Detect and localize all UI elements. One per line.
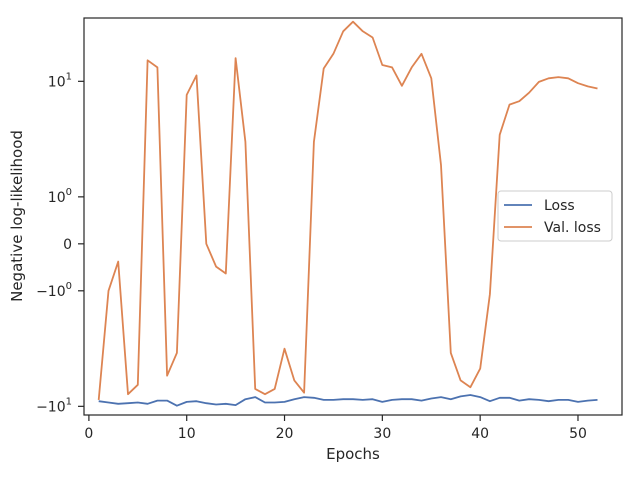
x-tick-label: 40 xyxy=(471,426,489,442)
y-axis-label: Negative log-likelihood xyxy=(8,130,26,302)
y-tick-label: 100 xyxy=(48,187,72,206)
x-axis: 0 10 20 30 40 50 xyxy=(84,415,587,442)
y-tick-label: 101 xyxy=(48,71,72,90)
x-axis-label: Epochs xyxy=(326,445,380,463)
plot-lines xyxy=(97,20,598,407)
x-tick-label: 10 xyxy=(178,426,196,442)
plot-frame xyxy=(83,17,623,416)
series-line-val-loss xyxy=(97,20,598,400)
x-tick-label: 50 xyxy=(569,426,587,442)
legend: Loss Val. loss xyxy=(497,190,613,242)
legend-label: Loss xyxy=(544,198,575,214)
series-line-loss xyxy=(98,394,598,407)
x-tick-label: 0 xyxy=(84,426,93,442)
y-tick-label: −101 xyxy=(36,396,72,415)
legend-box xyxy=(497,190,613,242)
y-axis: 101 100 0 −100 −101 xyxy=(36,71,84,415)
y-tick-label: −100 xyxy=(36,281,72,300)
y-tick-label: 0 xyxy=(63,237,72,253)
legend-label: Val. loss xyxy=(544,220,601,236)
x-tick-label: 20 xyxy=(276,426,294,442)
x-tick-label: 30 xyxy=(373,426,391,442)
